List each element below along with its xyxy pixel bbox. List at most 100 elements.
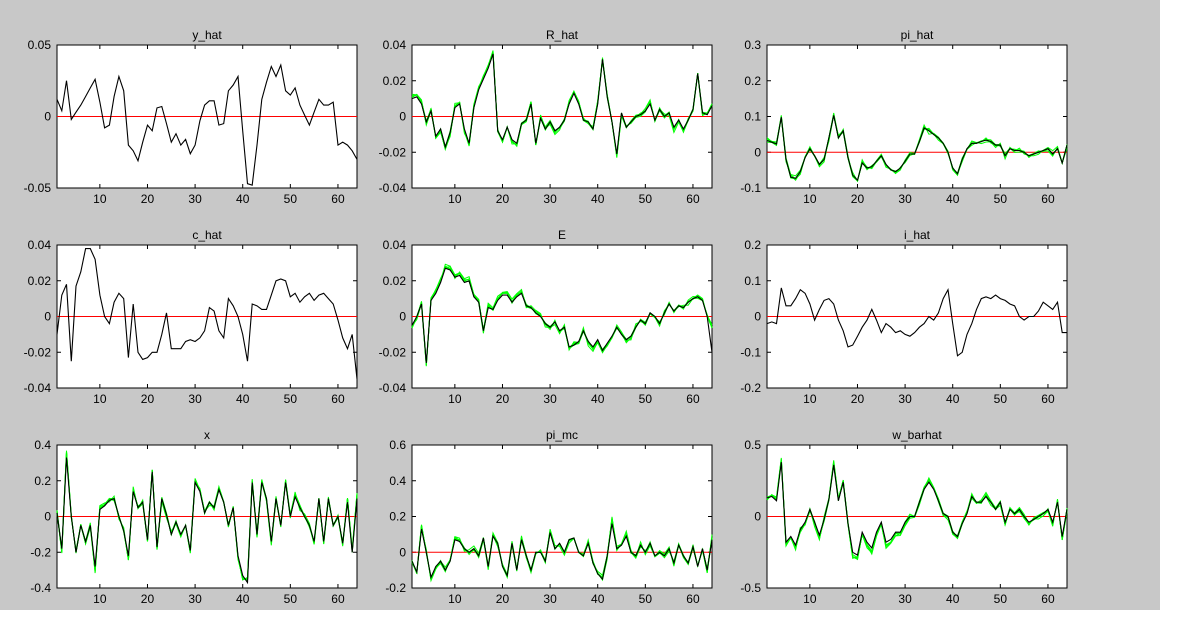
y-tick-label: 0.02 [28,274,52,288]
x-tick-label: 40 [591,592,605,606]
x-tick-label: 30 [543,392,557,406]
x-tick-label: 10 [93,392,107,406]
y-tick-label: 0.2 [34,474,51,488]
subplot-title: c_hat [192,228,222,242]
x-tick-label: 20 [851,192,865,206]
y-tick-label: 0 [754,510,761,524]
axes-box [766,44,1068,189]
subplot-grid: y_hat 10 20 30 40 50 60 -0.05 0 0.05 R_hat 10 20 30 40… [24,28,1068,606]
x-tick-label: 60 [1041,392,1055,406]
x-tick-label: 30 [188,192,202,206]
x-tick-label: 50 [639,192,653,206]
y-tick-label: -0.1 [740,181,761,195]
subplot-title: x [204,428,210,442]
y-tick-label: 0 [44,110,51,124]
x-tick-label: 50 [284,192,298,206]
x-tick-label: 40 [591,192,605,206]
subplot-R_hat: R_hat 10 20 30 40 50 60 -0.04 -0.02 0 0.02 0.04 [379,28,713,206]
x-tick-label: 50 [994,192,1008,206]
x-tick-label: 10 [803,392,817,406]
x-tick-label: 40 [591,392,605,406]
y-tick-label: -0.04 [379,181,407,195]
y-tick-label: 0.2 [744,74,761,88]
y-tick-label: 0.1 [744,274,761,288]
y-tick-label: 0.2 [389,510,406,524]
series-line-black [766,287,1067,357]
x-tick-label: 30 [898,592,912,606]
x-tick-label: 50 [284,592,298,606]
x-tick-label: 20 [496,392,510,406]
subplot-E: E 10 20 30 40 50 60 -0.04 -0.02 0 0.02 0.04 [379,228,713,406]
y-tick-label: 0.04 [28,238,52,252]
y-tick-label: -0.02 [379,345,407,359]
y-tick-label: -0.5 [740,581,761,595]
y-tick-label: 0.05 [28,38,52,52]
x-tick-label: 40 [946,392,960,406]
x-tick-label: 60 [1041,592,1055,606]
x-tick-label: 50 [284,392,298,406]
series-line-black [56,63,358,186]
x-tick-label: 60 [686,392,700,406]
x-tick-label: 60 [331,192,345,206]
x-tick-label: 40 [236,392,250,406]
x-tick-label: 30 [898,192,912,206]
x-tick-label: 60 [1041,192,1055,206]
x-tick-label: 20 [141,392,155,406]
y-tick-label: -0.2 [385,581,406,595]
x-tick-label: 20 [141,592,155,606]
y-tick-label: -0.2 [30,545,51,559]
x-tick-label: 10 [448,392,462,406]
x-tick-label: 10 [93,592,107,606]
subplot-title: pi_mc [546,428,578,442]
y-tick-label: -0.02 [379,145,407,159]
x-tick-label: 50 [994,592,1008,606]
y-tick-label: 0.2 [744,238,761,252]
subplot-pi_hat: pi_hat 10 20 30 40 50 60 -0.1 0 0.1 0.2 0.3 [740,28,1068,206]
subplot-title: i_hat [904,228,931,242]
y-tick-label: 0 [754,145,761,159]
series-line-black [56,248,358,380]
y-tick-label: 0 [399,545,406,559]
subplot-title: E [558,228,566,242]
x-tick-label: 40 [946,592,960,606]
series-line-black [411,53,713,155]
subplot-c_hat: c_hat 10 20 30 40 50 60 -0.04 -0.02 0 0.02 0.04 [24,228,358,406]
series-line-black [411,523,713,581]
x-tick-label: 10 [448,592,462,606]
x-tick-label: 10 [448,192,462,206]
y-tick-label: 0.4 [389,474,406,488]
x-tick-label: 50 [639,392,653,406]
y-tick-label: -0.02 [24,345,52,359]
y-tick-label: 0.5 [744,438,761,452]
y-tick-label: -0.2 [740,381,761,395]
y-tick-label: -0.04 [379,381,407,395]
y-tick-label: 0.1 [744,110,761,124]
y-tick-label: -0.1 [740,345,761,359]
subplot-title: pi_hat [901,28,934,42]
y-tick-label: -0.05 [24,181,52,195]
subplot-x: x 10 20 30 40 50 60 -0.4 -0.2 0 0.2 0.4 [30,428,358,606]
x-tick-label: 20 [141,192,155,206]
x-tick-label: 40 [236,592,250,606]
axes-box [411,444,713,589]
subplot-pi_mc: pi_mc 10 20 30 40 50 60 -0.2 0 0.2 0.4 0.6 [385,428,713,606]
series-line-black [766,115,1068,182]
x-tick-label: 30 [188,392,202,406]
y-tick-label: 0 [44,310,51,324]
y-tick-label: 0.04 [383,238,407,252]
x-tick-label: 30 [898,392,912,406]
y-tick-label: 0 [399,110,406,124]
subplot-title: w_barhat [891,428,942,442]
x-tick-label: 50 [639,592,653,606]
x-tick-label: 60 [331,392,345,406]
x-tick-label: 20 [851,392,865,406]
series-line-black [411,267,713,364]
x-tick-label: 40 [236,192,250,206]
y-tick-label: 0.6 [389,438,406,452]
x-tick-label: 20 [496,192,510,206]
x-tick-label: 60 [686,192,700,206]
y-tick-label: 0.3 [744,38,761,52]
subplot-y_hat: y_hat 10 20 30 40 50 60 -0.05 0 0.05 [24,28,358,206]
y-tick-label: 0.4 [34,438,51,452]
series-line-black [766,462,1068,556]
